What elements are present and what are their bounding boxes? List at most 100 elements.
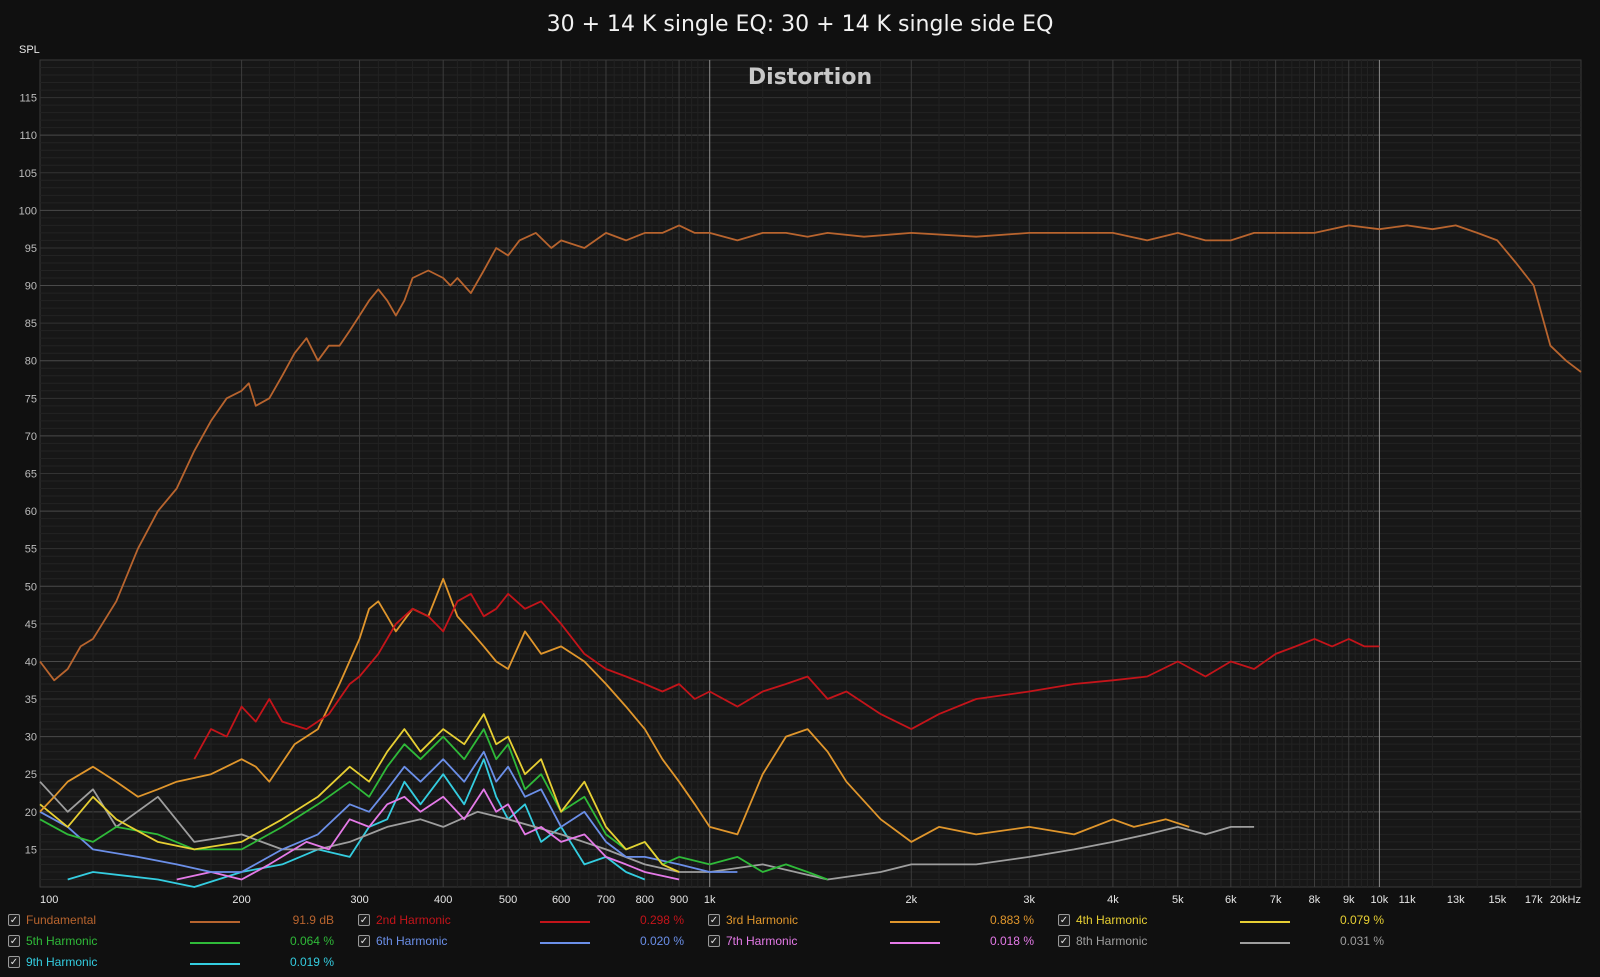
- x-tick-label: 17k: [1525, 894, 1543, 906]
- series-line-2nd-harmonic: [193, 592, 1380, 760]
- legend-checkbox[interactable]: ✓: [1058, 935, 1070, 947]
- y-tick-label: 80: [25, 356, 37, 368]
- y-tick-label: 15: [25, 844, 37, 856]
- legend-name: 7th Harmonic: [726, 934, 798, 948]
- x-tick-label: 900: [670, 894, 688, 906]
- legend-value: 0.064 %: [289, 934, 334, 948]
- legend-swatch: [540, 921, 590, 923]
- y-tick-label: 90: [25, 281, 37, 293]
- legend-value: 0.019 %: [289, 955, 334, 969]
- x-tick-label: 400: [434, 894, 452, 906]
- x-tick-label: 800: [636, 894, 654, 906]
- legend-swatch: [1240, 942, 1290, 944]
- legend-checkbox[interactable]: ✓: [8, 956, 20, 968]
- series-line-fundamental: [39, 224, 1582, 682]
- series-lines: [39, 224, 1582, 888]
- x-tick-label: 200: [232, 894, 250, 906]
- legend-checkbox[interactable]: ✓: [8, 935, 20, 947]
- x-tick-label: 11k: [1399, 894, 1416, 906]
- legend-swatch: [1240, 921, 1290, 923]
- series-line-4th-harmonic: [39, 713, 680, 873]
- series-line-9th-harmonic: [67, 758, 646, 888]
- y-tick-label: 25: [25, 769, 37, 781]
- x-axis-ticks: 100 200 300 400 500 600 700 800 900 1k 2k 3k 4k 5k 6k 7…: [40, 894, 1581, 906]
- legend-checkbox[interactable]: ✓: [358, 935, 370, 947]
- legend-swatch: [190, 942, 240, 944]
- legend-item[interactable]: ✓ 8th Harmonic 0.031 %: [1058, 932, 1398, 952]
- y-tick-label: 60: [25, 506, 37, 518]
- x-tick-label: 7k: [1270, 894, 1282, 906]
- y-tick-label: 75: [25, 393, 37, 405]
- legend-name: 5th Harmonic: [26, 934, 98, 948]
- series-line-6th-harmonic: [39, 750, 738, 873]
- plot-label: Distortion: [748, 65, 872, 90]
- x-tick-label: 2k: [905, 894, 917, 906]
- y-tick-label: 65: [25, 469, 37, 481]
- legend-name: 9th Harmonic: [26, 955, 98, 969]
- legend-swatch: [190, 963, 240, 965]
- legend-checkbox[interactable]: ✓: [708, 914, 720, 926]
- x-tick-label: 100: [40, 894, 58, 906]
- legend-swatch: [890, 921, 940, 923]
- legend-name: 3rd Harmonic: [726, 913, 799, 927]
- legend-item[interactable]: ✓ 6th Harmonic 0.020 %: [358, 932, 698, 952]
- legend: ✓ Fundamental 91.9 dB ✓ 2nd Harmonic 0.298 % ✓…: [0, 912, 1600, 977]
- legend-name: 6th Harmonic: [376, 934, 448, 948]
- y-tick-label: 20: [25, 807, 37, 819]
- legend-item[interactable]: ✓ 5th Harmonic 0.064 %: [8, 932, 348, 952]
- x-tick-label: 20kHz: [1550, 894, 1581, 906]
- legend-value: 0.018 %: [989, 934, 1034, 948]
- legend-item[interactable]: ✓ 7th Harmonic 0.018 %: [708, 932, 1048, 952]
- legend-item[interactable]: ✓ Fundamental 91.9 dB: [8, 911, 348, 931]
- legend-swatch: [890, 942, 940, 944]
- y-tick-label: 55: [25, 544, 37, 556]
- x-tick-label: 1k: [704, 894, 716, 906]
- legend-item[interactable]: ✓ 9th Harmonic 0.019 %: [8, 953, 348, 973]
- x-tick-label: 3k: [1023, 894, 1035, 906]
- legend-item[interactable]: ✓ 3rd Harmonic 0.883 %: [708, 911, 1048, 931]
- y-tick-label: 115: [19, 93, 37, 105]
- legend-name: 8th Harmonic: [1076, 934, 1148, 948]
- x-tick-label: 10k: [1371, 894, 1389, 906]
- legend-swatch: [190, 921, 240, 923]
- x-tick-label: 700: [597, 894, 615, 906]
- legend-checkbox[interactable]: ✓: [708, 935, 720, 947]
- legend-value: 91.9 dB: [292, 913, 334, 927]
- legend-name: Fundamental: [26, 913, 97, 927]
- y-tick-label: 45: [25, 619, 37, 631]
- chart-title: 30 + 14 K single EQ: 30 + 14 K single si…: [547, 12, 1054, 37]
- x-tick-label: 600: [552, 894, 570, 906]
- x-tick-label: 9k: [1343, 894, 1355, 906]
- series-line-3rd-harmonic: [39, 577, 1190, 843]
- series-line-8th-harmonic: [39, 781, 1255, 881]
- y-tick-label: 85: [25, 318, 37, 330]
- legend-name: 2nd Harmonic: [376, 913, 451, 927]
- legend-value: 0.298 %: [639, 913, 684, 927]
- legend-name: 4th Harmonic: [1076, 913, 1148, 927]
- legend-item[interactable]: ✓ 2nd Harmonic 0.298 %: [358, 911, 698, 931]
- legend-checkbox[interactable]: ✓: [358, 914, 370, 926]
- y-tick-label: 40: [25, 656, 37, 668]
- y-axis-ticks: 15 20 25 30 35 40 45 50 55 60 65 70 75 80 85 90 95 100 105…: [19, 93, 37, 857]
- y-tick-label: 70: [25, 431, 37, 443]
- x-tick-label: 6k: [1225, 894, 1237, 906]
- legend-checkbox[interactable]: ✓: [1058, 914, 1070, 926]
- y-tick-label: 105: [19, 168, 37, 180]
- legend-checkbox[interactable]: ✓: [8, 914, 20, 926]
- x-tick-label: 500: [499, 894, 517, 906]
- grid: [40, 60, 1581, 887]
- legend-swatch: [540, 942, 590, 944]
- series-line-5th-harmonic: [39, 728, 828, 881]
- x-tick-label: 5k: [1172, 894, 1184, 906]
- y-axis-label: SPL: [19, 44, 40, 56]
- legend-value: 0.031 %: [1339, 934, 1384, 948]
- x-tick-label: 13k: [1447, 894, 1465, 906]
- x-tick-label: 4k: [1107, 894, 1119, 906]
- y-tick-label: 50: [25, 581, 37, 593]
- y-tick-label: 110: [19, 130, 37, 142]
- legend-value: 0.020 %: [639, 934, 684, 948]
- legend-item[interactable]: ✓ 4th Harmonic 0.079 %: [1058, 911, 1398, 931]
- legend-value: 0.079 %: [1339, 913, 1384, 927]
- y-tick-label: 30: [25, 732, 37, 744]
